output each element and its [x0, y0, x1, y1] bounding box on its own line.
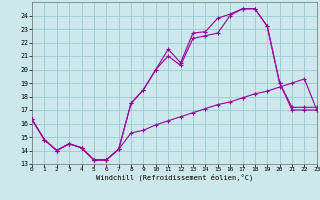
X-axis label: Windchill (Refroidissement éolien,°C): Windchill (Refroidissement éolien,°C) [96, 174, 253, 181]
